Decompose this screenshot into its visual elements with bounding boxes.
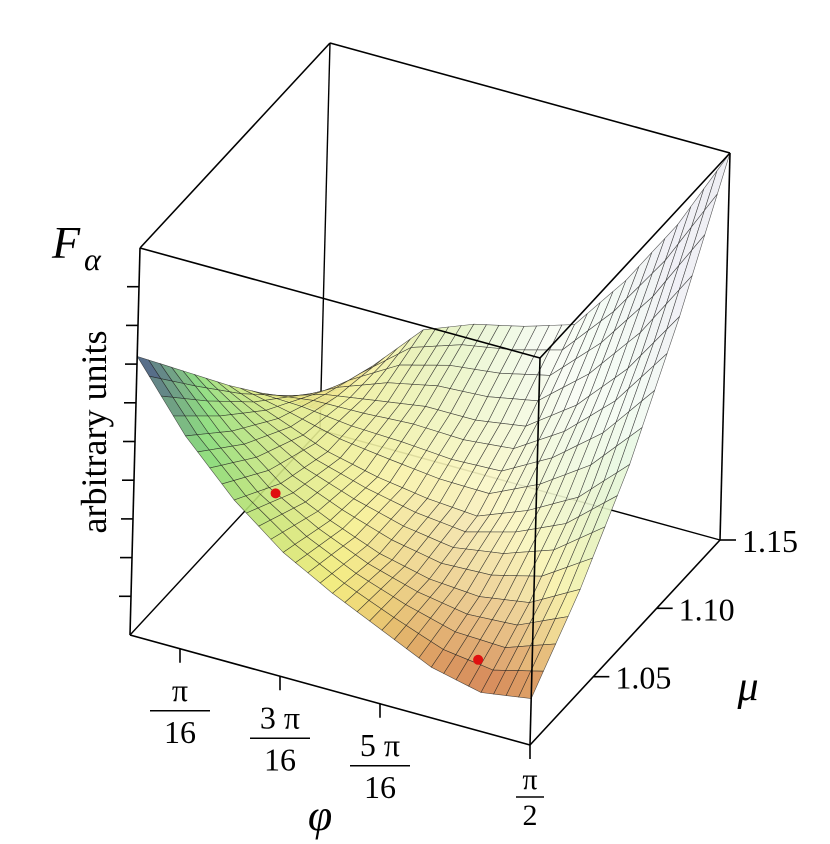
box-edge: [719, 152, 731, 541]
box-edge: [129, 634, 531, 746]
box-edge: [529, 357, 541, 746]
x-tick-numerator: π: [522, 763, 537, 796]
box-edge: [139, 247, 541, 359]
x-tick-denominator: 2: [523, 799, 538, 832]
x-axis-label: φ: [308, 791, 332, 840]
z-label: F: [51, 217, 81, 268]
z-label-subscript: α: [84, 241, 102, 277]
y-tick-label: 1.10: [679, 591, 735, 627]
surface-patch: [704, 152, 731, 211]
x-tick-numerator: 5 π: [360, 727, 400, 763]
x-tick-denominator: 16: [264, 741, 296, 777]
z-axis-units: arbitrary units: [74, 331, 114, 534]
x-tick-denominator: 16: [164, 714, 196, 750]
y-axis-label: μ: [736, 664, 758, 710]
box-edge: [529, 539, 721, 746]
surface: [136, 152, 731, 699]
minimum-marker: [473, 654, 484, 665]
y-tick-label: 1.15: [742, 523, 798, 559]
x-tick-numerator: π: [172, 672, 188, 708]
y-tick-label: 1.05: [615, 660, 671, 696]
box-edge: [139, 42, 331, 249]
x-tick-numerator: 3 π: [260, 699, 300, 735]
box-edge: [319, 42, 331, 431]
box-edge: [329, 42, 731, 154]
box-edge: [539, 152, 731, 359]
minimum-marker: [270, 488, 281, 499]
x-tick-denominator: 16: [364, 769, 396, 805]
